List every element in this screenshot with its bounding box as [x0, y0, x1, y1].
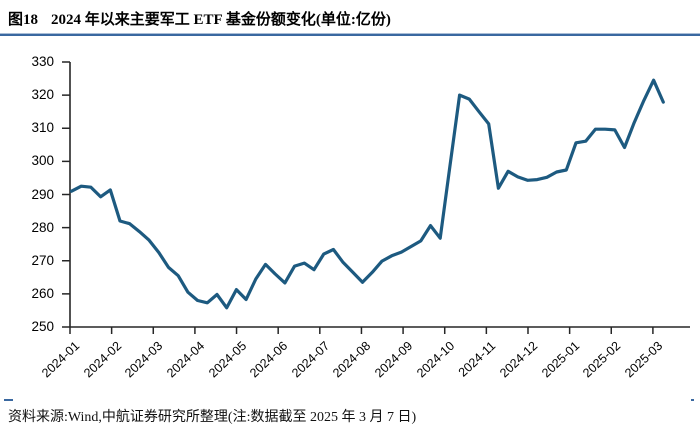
y-tick-label: 280: [31, 219, 54, 235]
series-line: [69, 78, 665, 310]
page-border-fragment-right: [691, 399, 694, 401]
y-tick-label: 310: [31, 120, 54, 136]
y-tick-label: 260: [31, 285, 54, 301]
figure-number-label: 图18: [8, 12, 39, 28]
page-border-fragment-left: [4, 399, 13, 401]
y-tick-label: 330: [31, 54, 54, 69]
figure-title: 图18 2024 年以来主要军工 ETF 基金份额变化(单位:亿份): [8, 8, 696, 29]
y-tick-label: 270: [31, 252, 54, 268]
title-divider-light: [0, 33, 700, 34]
title-divider-dark: [0, 34, 700, 36]
source-note: 资料来源:Wind,中航证券研究所整理(注:数据截至 2025 年 3 月 7 …: [8, 410, 417, 425]
y-tick-label: 290: [31, 186, 54, 202]
y-tick-label: 300: [31, 153, 54, 169]
y-tick-label: 320: [31, 87, 54, 103]
y-tick-label: 250: [31, 319, 54, 334]
figure-title-text: 2024 年以来主要军工 ETF 基金份额变化(单位:亿份): [51, 12, 391, 28]
